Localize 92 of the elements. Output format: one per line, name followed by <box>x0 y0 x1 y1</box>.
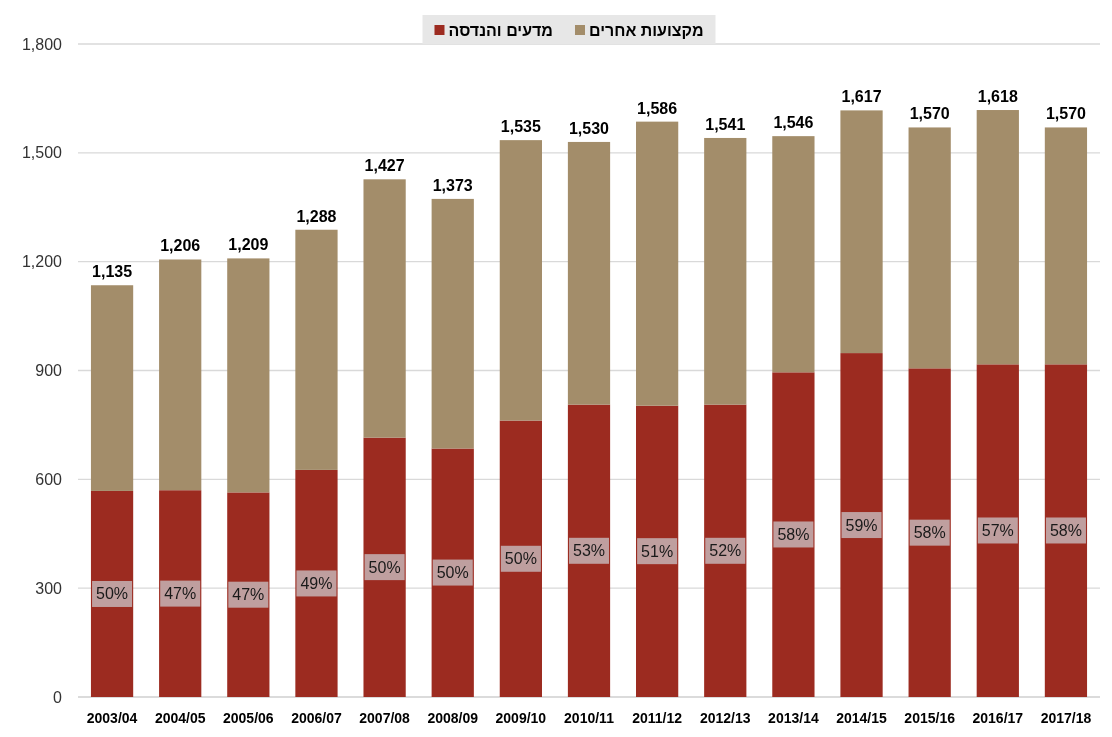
annotation: 50% <box>504 550 537 568</box>
x-tick-label: 2017/18 <box>1040 710 1092 726</box>
total-label: 1,617 <box>841 88 882 106</box>
annotation: 58% <box>773 521 814 548</box>
bar <box>908 368 951 697</box>
x-tick-label: 2016/17 <box>972 710 1024 726</box>
bar <box>636 121 679 406</box>
annotation: 57% <box>977 517 1018 544</box>
bar <box>772 136 815 373</box>
annotation: 47% <box>164 585 197 603</box>
annotation: 50% <box>368 558 401 576</box>
x-tick-label: 2012/13 <box>699 710 751 726</box>
bar <box>431 448 474 697</box>
total-label: 1,427 <box>364 157 405 175</box>
bar <box>295 229 338 470</box>
annotation: 52% <box>709 542 742 560</box>
y-tick-label: 1,200 <box>21 253 63 271</box>
annotation: 49% <box>296 570 337 597</box>
bar <box>908 127 951 369</box>
x-tick-label: 2007/08 <box>359 710 411 726</box>
x-tick-label: 2003/04 <box>86 710 138 726</box>
bar <box>295 469 338 697</box>
bar <box>159 259 202 491</box>
bar <box>976 364 1019 697</box>
x-tick-label: 2004/05 <box>154 710 206 726</box>
annotation: 49% <box>300 574 333 592</box>
x-tick-label: 2015/16 <box>904 710 956 726</box>
bar <box>1044 364 1088 697</box>
legend-label: מדעים והנדסה <box>448 21 553 39</box>
bar <box>704 404 747 697</box>
annotation: 53% <box>572 542 606 560</box>
x-tick-label: 2009/10 <box>495 710 547 726</box>
bar <box>772 372 815 697</box>
x-tick-label: 2013/14 <box>768 710 819 726</box>
total-label: 1,206 <box>160 237 201 255</box>
bar <box>840 353 883 697</box>
y-tick-label: 1,500 <box>21 144 63 162</box>
x-tick-label: 2014/15 <box>836 710 888 726</box>
y-tick-label: 0 <box>53 688 63 706</box>
total-label: 1,135 <box>92 263 133 281</box>
bar <box>567 141 611 405</box>
y-tick-label: 900 <box>35 362 63 379</box>
bar <box>90 285 134 491</box>
bar <box>976 110 1019 365</box>
x-tick-label: 2008/09 <box>427 710 479 726</box>
total-label: 1,546 <box>773 114 814 132</box>
total-label: 1,288 <box>296 207 337 225</box>
annotation: 50% <box>92 580 133 607</box>
x-tick-label: 2005/06 <box>223 710 274 726</box>
x-tick-label: 2006/07 <box>291 710 342 726</box>
bar <box>499 140 542 421</box>
annotation: 47% <box>232 586 265 604</box>
bar <box>499 420 542 697</box>
annotation: 59% <box>845 516 878 534</box>
bar <box>567 404 611 697</box>
annotation: 50% <box>436 564 469 582</box>
annotation: 59% <box>841 512 882 539</box>
annotation: 51% <box>641 542 674 560</box>
total-label: 1,373 <box>432 176 473 194</box>
total-label: 1,209 <box>228 236 269 254</box>
annotation: 58% <box>1049 521 1082 539</box>
annotation: 58% <box>913 524 946 542</box>
bar <box>431 198 474 449</box>
annotation: 58% <box>777 525 810 543</box>
x-tick-label: 2010/11 <box>564 710 615 726</box>
bar <box>840 110 883 354</box>
annotation: 50% <box>96 585 129 603</box>
x-tick-label: 2011/12 <box>632 710 683 726</box>
annotation: 50% <box>364 554 405 581</box>
annotation: 57% <box>981 521 1014 539</box>
total-label: 1,570 <box>1045 105 1087 123</box>
total-label: 1,570 <box>909 105 950 123</box>
total-label: 1,586 <box>637 99 678 117</box>
y-tick-label: 1,800 <box>21 35 63 53</box>
annotation: 51% <box>637 538 678 565</box>
total-label: 1,530 <box>568 119 610 137</box>
annotation: 52% <box>705 537 746 564</box>
total-label: 1,541 <box>705 115 746 133</box>
bar <box>363 179 406 438</box>
annotation: 47% <box>160 580 201 607</box>
bar <box>704 137 747 405</box>
legend-label: מקצועות אחרים <box>588 21 704 39</box>
bar <box>363 437 406 697</box>
bar <box>1044 127 1088 365</box>
annotation: 58% <box>1045 517 1086 544</box>
y-tick-label: 600 <box>35 470 63 488</box>
total-label: 1,535 <box>500 118 541 136</box>
total-label: 1,618 <box>977 88 1018 106</box>
bar <box>636 405 679 697</box>
annotation: 47% <box>228 581 269 608</box>
y-tick-label: 300 <box>35 579 63 597</box>
bar <box>227 258 270 493</box>
